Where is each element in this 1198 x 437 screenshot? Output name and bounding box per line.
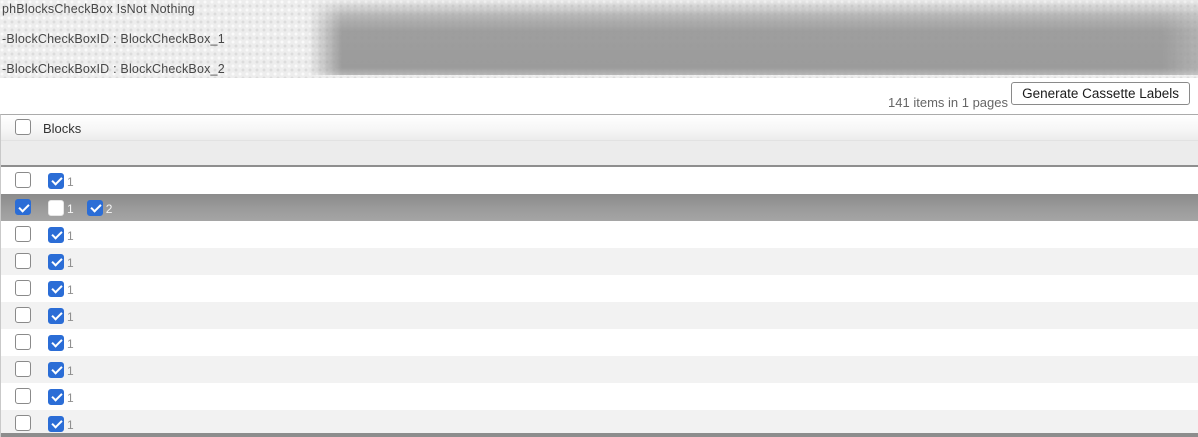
- blocks-cell: 1: [48, 226, 87, 244]
- blocks-column-header: Blocks: [43, 121, 82, 136]
- table-row[interactable]: 1: [1, 221, 1198, 248]
- table-row[interactable]: 1: [1, 383, 1198, 410]
- block-label: 1: [67, 282, 74, 297]
- table-row[interactable]: 1: [1, 410, 1198, 437]
- block-item: 1: [48, 226, 74, 244]
- block-item: 1: [48, 199, 74, 217]
- blocks-cell: 1: [48, 388, 87, 406]
- partial-next-row: [1, 433, 1198, 437]
- blocks-cell: 1: [48, 253, 87, 271]
- block-item: 1: [48, 388, 74, 406]
- grid-header-row: Blocks: [1, 115, 1198, 141]
- row-select-checkbox[interactable]: [15, 334, 31, 350]
- blocks-cell: 1: [48, 361, 87, 379]
- block-checkbox[interactable]: [48, 253, 64, 270]
- items-count-label: 141 items in 1 pages: [888, 95, 1008, 110]
- filter-row: [1, 141, 1198, 167]
- block-checkbox[interactable]: [48, 307, 64, 324]
- block-label: 1: [67, 363, 74, 378]
- block-item: 1: [48, 415, 74, 433]
- block-checkbox[interactable]: [48, 334, 64, 351]
- block-label: 2: [105, 201, 113, 216]
- row-select-checkbox[interactable]: [15, 253, 31, 269]
- blocks-cell: 1: [48, 280, 87, 298]
- blocks-cell: 1: [48, 415, 87, 433]
- row-select-checkbox[interactable]: [15, 280, 31, 296]
- block-item: 2: [86, 199, 113, 217]
- block-checkbox[interactable]: [48, 388, 64, 405]
- debug-banner: phBlocksCheckBox IsNot Nothing -BlockChe…: [0, 0, 1198, 78]
- debug-line: -BlockCheckBoxID : BlockCheckBox_1: [2, 32, 225, 46]
- row-select-checkbox[interactable]: [15, 361, 31, 377]
- row-select-checkbox[interactable]: [15, 226, 31, 242]
- block-item: 1: [48, 253, 74, 271]
- banner-gradient: [308, 0, 1198, 75]
- block-label: 1: [67, 174, 74, 189]
- block-label: 1: [67, 255, 74, 270]
- row-select-checkbox[interactable]: [15, 388, 31, 404]
- block-label: 1: [67, 390, 74, 405]
- table-row[interactable]: 1: [1, 329, 1198, 356]
- block-checkbox[interactable]: [48, 280, 64, 297]
- block-item: 1: [48, 361, 74, 379]
- blocks-cell: 1: [48, 334, 87, 352]
- table-row[interactable]: 1: [1, 167, 1198, 194]
- block-checkbox[interactable]: [48, 415, 64, 432]
- row-select-checkbox[interactable]: [15, 199, 31, 215]
- block-checkbox[interactable]: [48, 361, 64, 378]
- block-item: 1: [48, 334, 74, 352]
- block-checkbox[interactable]: [48, 226, 64, 243]
- blocks-cell: 1: [48, 172, 87, 190]
- table-row[interactable]: 1: [1, 275, 1198, 302]
- block-label: 1: [67, 417, 74, 432]
- block-item: 1: [48, 280, 74, 298]
- table-row[interactable]: 1: [1, 302, 1198, 329]
- table-row[interactable]: 1: [1, 356, 1198, 383]
- block-label: 1: [67, 309, 74, 324]
- debug-line: phBlocksCheckBox IsNot Nothing: [2, 2, 195, 16]
- select-all-checkbox[interactable]: [15, 119, 31, 135]
- row-select-checkbox[interactable]: [15, 307, 31, 323]
- debug-line: -BlockCheckBoxID : BlockCheckBox_2: [2, 62, 225, 76]
- table-row[interactable]: 1: [1, 248, 1198, 275]
- row-select-checkbox[interactable]: [15, 415, 31, 431]
- block-checkbox[interactable]: [48, 199, 64, 216]
- toolbar: 141 items in 1 pages Generate Cassette L…: [0, 78, 1198, 114]
- blocks-cell: 1: [48, 307, 87, 325]
- block-label: 1: [67, 201, 74, 216]
- block-label: 1: [67, 228, 74, 243]
- block-checkbox[interactable]: [48, 172, 64, 189]
- block-label: 1: [67, 336, 74, 351]
- block-checkbox[interactable]: [86, 199, 103, 216]
- block-item: 1: [48, 307, 74, 325]
- generate-cassette-labels-button[interactable]: Generate Cassette Labels: [1011, 82, 1190, 105]
- block-item: 1: [48, 172, 74, 190]
- row-select-checkbox[interactable]: [15, 172, 31, 188]
